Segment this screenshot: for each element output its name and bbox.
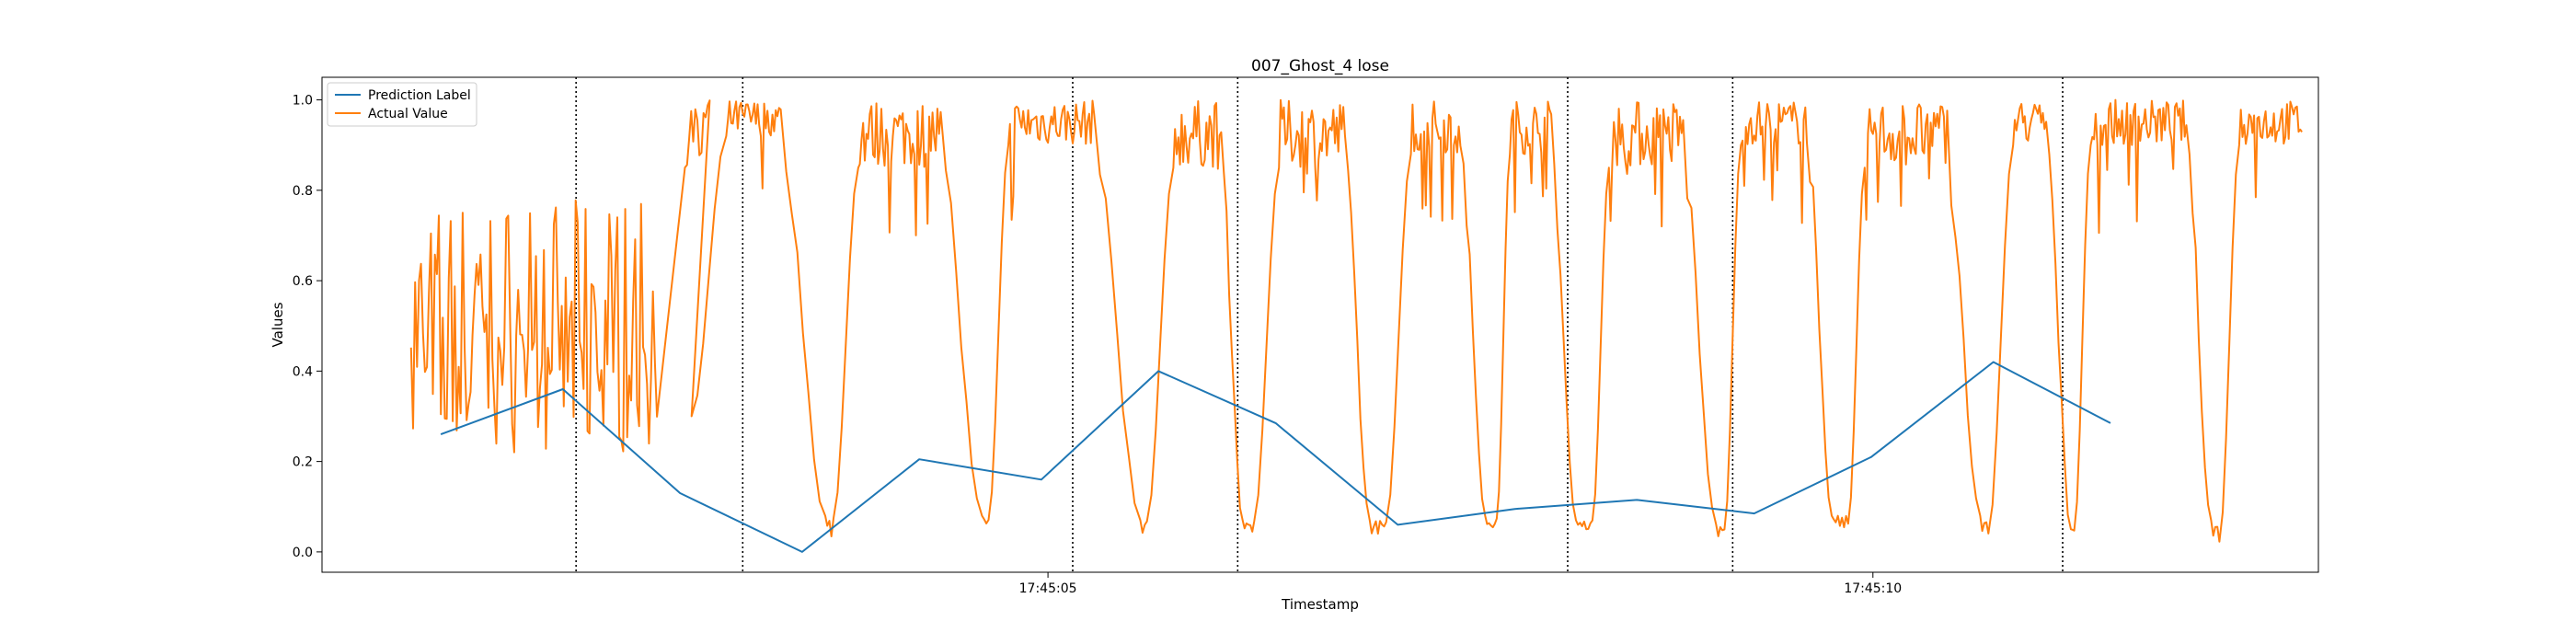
- y-tick-label: 1.0: [293, 94, 313, 109]
- legend-label-prediction-label: Prediction Label: [368, 88, 471, 103]
- chart-title: 007_Ghost_4 lose: [1251, 57, 1389, 75]
- legend: Prediction Label Actual Value: [328, 83, 477, 126]
- x-tick-label: 17:45:10: [1844, 581, 1902, 596]
- y-tick-label: 0.6: [293, 274, 313, 289]
- y-tick-label: 0.8: [293, 184, 313, 199]
- y-tick-label: 0.4: [293, 364, 313, 379]
- x-tick-label: 17:45:05: [1019, 581, 1077, 596]
- legend-label-actual-value: Actual Value: [368, 107, 448, 121]
- y-axis-label: Values: [270, 302, 286, 347]
- y-tick-label: 0.2: [293, 455, 313, 470]
- y-axis-ticks: 0.0 0.2 0.4 0.6 0.8 1.0: [293, 94, 322, 560]
- x-axis-ticks: 17:45:05 17:45:10: [1019, 572, 1903, 596]
- y-tick-label: 0.0: [293, 546, 313, 560]
- x-axis-label: Timestamp: [1281, 596, 1359, 613]
